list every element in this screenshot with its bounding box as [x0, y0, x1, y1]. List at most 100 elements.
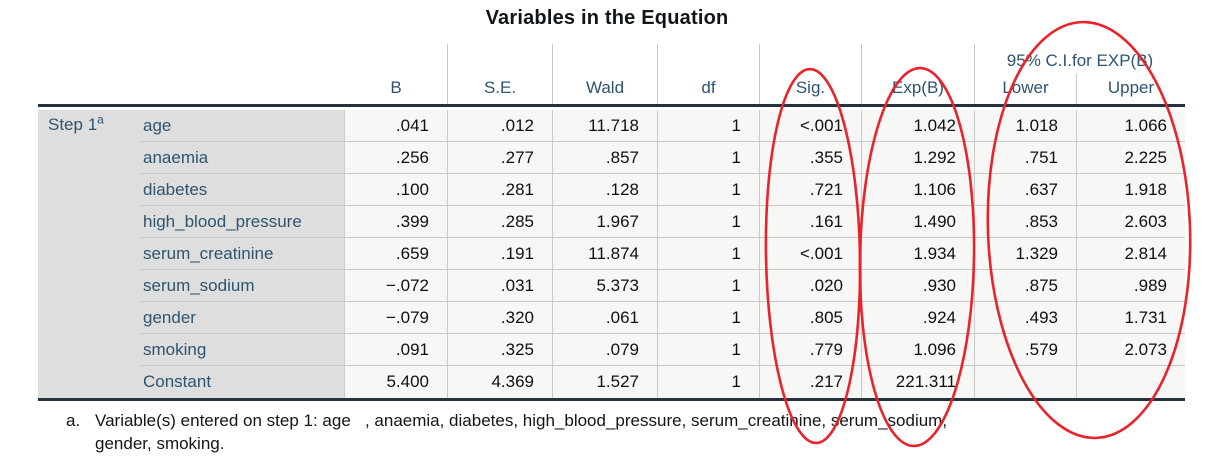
- cell-b: .399: [345, 206, 448, 238]
- table-header-row: B S.E. Wald df Sig. Exp(B) 95% C.I.for E…: [38, 44, 1185, 107]
- ci-group-header: 95% C.I.for EXP(B): [1006, 50, 1154, 70]
- cell-sig: .721: [760, 174, 862, 206]
- cell-ci_upper: [1077, 366, 1185, 398]
- cell-sig: .355: [760, 142, 862, 174]
- cell-se: .191: [448, 238, 553, 270]
- table-title: Variables in the Equation: [485, 7, 729, 29]
- cell-exp_b: 1.106: [862, 174, 975, 206]
- cell-df: 1: [658, 302, 760, 334]
- cell-sig: .161: [760, 206, 862, 238]
- cell-exp_b: 1.292: [862, 142, 975, 174]
- cell-ci_upper: 1.731: [1077, 302, 1185, 334]
- cell-df: 1: [658, 142, 760, 174]
- cell-ci_lower: .493: [975, 302, 1077, 334]
- cell-ci_lower: 1.329: [975, 238, 1077, 270]
- footnote-line-1: Variable(s) entered on step 1: age , ana…: [95, 411, 948, 430]
- table-footnote: a. Variable(s) entered on step 1: age , …: [66, 409, 1146, 455]
- cell-se: .325: [448, 334, 553, 366]
- cell-b: −.072: [345, 270, 448, 302]
- column-header-se: S.E.: [448, 44, 553, 104]
- column-header-ci-lower: Lower: [975, 74, 1077, 104]
- cell-sig: .217: [760, 366, 862, 398]
- cell-exp_b: 1.490: [862, 206, 975, 238]
- cell-se: 4.369: [448, 366, 553, 398]
- cell-sig: .779: [760, 334, 862, 366]
- cell-se: .031: [448, 270, 553, 302]
- cell-ci_lower: .751: [975, 142, 1077, 174]
- cell-b: .091: [345, 334, 448, 366]
- row-label: Constant: [140, 366, 345, 398]
- cell-wald: 1.527: [553, 366, 658, 398]
- cell-ci_upper: 2.225: [1077, 142, 1185, 174]
- cell-b: 5.400: [345, 366, 448, 398]
- cell-ci_lower: .579: [975, 334, 1077, 366]
- column-header-df: df: [658, 44, 760, 104]
- footnote-marker: a.: [66, 411, 81, 430]
- cell-se: .285: [448, 206, 553, 238]
- cell-ci_upper: 2.603: [1077, 206, 1185, 238]
- cell-df: 1: [658, 174, 760, 206]
- cell-df: 1: [658, 206, 760, 238]
- cell-ci_upper: .989: [1077, 270, 1185, 302]
- column-header-ci-upper: Upper: [1107, 78, 1155, 97]
- step-label: Step 1a: [38, 110, 140, 398]
- cell-df: 1: [658, 334, 760, 366]
- footnote-line-2: gender, smoking.: [95, 434, 225, 453]
- cell-b: .659: [345, 238, 448, 270]
- cell-wald: 5.373: [553, 270, 658, 302]
- cell-exp_b: .924: [862, 302, 975, 334]
- cell-df: 1: [658, 366, 760, 398]
- cell-sig: <.001: [760, 110, 862, 142]
- cell-exp_b: 1.096: [862, 334, 975, 366]
- cell-wald: .061: [553, 302, 658, 334]
- cell-ci_lower: [975, 366, 1077, 398]
- cell-exp_b: 221.311: [862, 366, 975, 398]
- cell-sig: .020: [760, 270, 862, 302]
- cell-wald: 11.718: [553, 110, 658, 142]
- cell-wald: .857: [553, 142, 658, 174]
- row-label: smoking: [140, 334, 345, 366]
- row-label: serum_sodium: [140, 270, 345, 302]
- table-body: Step 1a age .041.012 11.718 1 <.001 1.042 1.01…: [38, 110, 1185, 401]
- column-header-b: B: [345, 44, 448, 104]
- column-header-expb: Exp(B): [862, 44, 975, 104]
- cell-wald: .079: [553, 334, 658, 366]
- cell-ci_lower: .637: [975, 174, 1077, 206]
- cell-b: .256: [345, 142, 448, 174]
- cell-exp_b: 1.042: [862, 110, 975, 142]
- cell-exp_b: .930: [862, 270, 975, 302]
- ci-header-group: 95% C.I.for EXP(B) Lower Upper: [975, 44, 1185, 104]
- cell-df: 1: [658, 270, 760, 302]
- row-label: serum_creatinine: [140, 238, 345, 270]
- cell-se: .012: [448, 110, 553, 142]
- cell-ci_upper: 2.814: [1077, 238, 1185, 270]
- cell-se: .277: [448, 142, 553, 174]
- row-label: gender: [140, 302, 345, 334]
- cell-se: .281: [448, 174, 553, 206]
- footnote-marker-superscript: a: [97, 112, 104, 127]
- cell-ci_lower: .853: [975, 206, 1077, 238]
- row-label: age: [140, 110, 345, 142]
- cell-df: 1: [658, 110, 760, 142]
- cell-b: −.079: [345, 302, 448, 334]
- cell-ci_lower: 1.018: [975, 110, 1077, 142]
- column-header-sig: Sig.: [760, 44, 862, 104]
- row-label: diabetes: [140, 174, 345, 206]
- cell-exp_b: 1.934: [862, 238, 975, 270]
- cell-se: .320: [448, 302, 553, 334]
- cell-b: .100: [345, 174, 448, 206]
- cell-ci_upper: 1.066: [1077, 110, 1185, 142]
- cell-df: 1: [658, 238, 760, 270]
- cell-ci_upper: 2.073: [1077, 334, 1185, 366]
- footnote-text: Variable(s) entered on step 1: age , ana…: [95, 409, 947, 455]
- cell-wald: 1.967: [553, 206, 658, 238]
- header-stub-spacer: [38, 44, 345, 104]
- cell-sig: <.001: [760, 238, 862, 270]
- cell-ci_lower: .875: [975, 270, 1077, 302]
- cell-b: .041: [345, 110, 448, 142]
- row-label: anaemia: [140, 142, 345, 174]
- cell-wald: 11.874: [553, 238, 658, 270]
- cell-ci_upper: 1.918: [1077, 174, 1185, 206]
- column-header-wald: Wald: [553, 44, 658, 104]
